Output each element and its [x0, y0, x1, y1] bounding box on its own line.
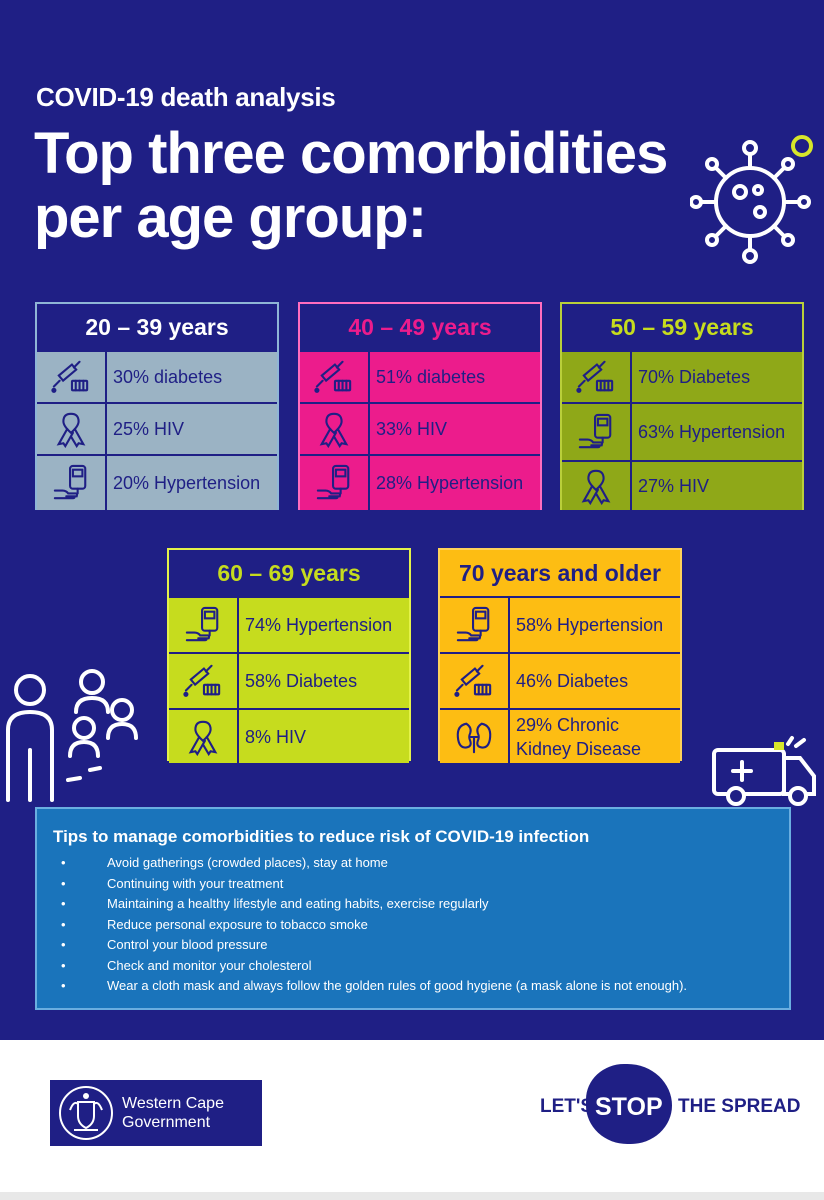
comorbidity-value: 20% Hypertension	[113, 473, 261, 493]
slogan-spread: THE SPREAD	[678, 1096, 801, 1117]
list-item: Control your blood pressure	[53, 935, 687, 956]
list-item: Avoid gatherings (crowded places), stay …	[53, 853, 687, 874]
blood-pressure-icon	[562, 404, 632, 460]
list-item: Continuing with your treatment	[53, 874, 687, 895]
blood-pressure-icon	[37, 456, 107, 510]
ribbon-icon	[300, 404, 370, 454]
tips-title: Tips to manage comorbidities to reduce r…	[53, 827, 590, 846]
comorbidity-row: 51% diabetes	[300, 350, 540, 402]
subtitle: COVID-19 death analysis	[36, 82, 336, 112]
comorbidity-row: 30% diabetes	[37, 350, 277, 402]
comorbidity-row: 33% HIV	[300, 402, 540, 454]
list-item: Maintaining a healthy lifestyle and eati…	[53, 894, 687, 915]
comorbidity-value: 51% diabetes	[376, 367, 486, 387]
age-group-label: 60 – 69 years	[169, 550, 409, 596]
blood-pressure-icon	[300, 456, 370, 510]
blood-pressure-icon	[440, 598, 510, 652]
age-group-label: 40 – 49 years	[300, 304, 540, 350]
tips-panel: Tips to manage comorbidities to reduce r…	[35, 807, 791, 1010]
comorbidity-row: 74% Hypertension	[169, 596, 409, 652]
western-cape-logo: Western Cape Government	[50, 1080, 262, 1146]
age-group-label: 20 – 39 years	[37, 304, 277, 350]
list-item: Wear a cloth mask and always follow the …	[53, 976, 687, 997]
comorbidity-value: 74% Hypertension	[245, 615, 393, 635]
stop-badge	[586, 1064, 672, 1144]
age-group-label: 50 – 59 years	[562, 304, 802, 350]
comorbidity-value: 33% HIV	[376, 419, 448, 439]
tips-list: Avoid gatherings (crowded places), stay …	[53, 853, 687, 997]
comorbidity-value: 28% Hypertension	[376, 473, 524, 493]
comorbidity-value: 70% Diabetes	[638, 367, 751, 387]
people-icon	[6, 669, 138, 802]
comorbidity-row: 25% HIV	[37, 402, 277, 454]
org-name-line1: Western Cape	[122, 1095, 224, 1112]
comorbidity-value: 27% HIV	[638, 476, 710, 496]
ribbon-icon	[37, 404, 107, 454]
coat-of-arms-icon	[59, 1086, 113, 1140]
comorbidity-row: 27% HIV	[562, 460, 802, 510]
blood-pressure-icon	[169, 598, 239, 652]
list-item: Reduce personal exposure to tobacco smok…	[53, 915, 687, 936]
age-group-label: 70 years and older	[440, 550, 680, 596]
org-name: Western Cape Government	[122, 1094, 224, 1132]
syringe-icon	[300, 352, 370, 402]
syringe-icon	[169, 654, 239, 708]
syringe-icon	[440, 654, 510, 708]
bottom-strip	[0, 1192, 824, 1200]
age-group-card: 40 – 49 years 51% diabetes 33% HIV 28% Hype…	[298, 302, 542, 510]
kidney-icon	[440, 710, 510, 763]
age-group-card: 70 years and older 58% Hypertension 46% Di…	[438, 548, 682, 763]
comorbidity-row: 20% Hypertension	[37, 454, 277, 510]
comorbidity-row: 63% Hypertension	[562, 402, 802, 460]
slogan-lets: LET'S	[540, 1096, 594, 1117]
comorbidity-row: 70% Diabetes	[562, 350, 802, 402]
comorbidity-row: 58% Diabetes	[169, 652, 409, 708]
ambulance-icon	[712, 736, 816, 806]
slogan-stop: STOP	[595, 1093, 663, 1121]
comorbidity-row: 28% Hypertension	[300, 454, 540, 510]
comorbidity-value: 58% Hypertension	[516, 615, 664, 635]
comorbidity-row: 29% Chronic Kidney Disease	[440, 708, 680, 763]
comorbidity-value: 58% Diabetes	[245, 671, 358, 691]
syringe-icon	[562, 352, 632, 402]
syringe-icon	[37, 352, 107, 402]
comorbidity-value: 46% Diabetes	[516, 671, 629, 691]
list-item: Check and monitor your cholesterol	[53, 956, 687, 977]
age-group-card: 20 – 39 years 30% diabetes 25% HIV 20% Hype…	[35, 302, 279, 510]
ribbon-icon	[169, 710, 239, 763]
age-group-card: 60 – 69 years 74% Hypertension 58% Diabete…	[167, 548, 411, 763]
org-name-line2: Government	[122, 1114, 211, 1131]
comorbidity-row: 8% HIV	[169, 708, 409, 763]
comorbidity-value: 29% Chronic Kidney Disease	[516, 714, 642, 759]
comorbidity-row: 46% Diabetes	[440, 652, 680, 708]
comorbidity-value: 63% Hypertension	[638, 422, 786, 442]
page-title: Top three comorbidities per age group:	[34, 121, 668, 250]
comorbidity-value: 25% HIV	[113, 419, 185, 439]
comorbidity-value: 8% HIV	[245, 726, 307, 747]
virus-icon	[690, 135, 813, 264]
comorbidity-row: 58% Hypertension	[440, 596, 680, 652]
poster: COVID-19 death analysis Top three comorb…	[0, 0, 824, 1040]
ribbon-icon	[562, 462, 632, 510]
comorbidity-value: 30% diabetes	[113, 367, 223, 387]
age-group-card: 50 – 59 years 70% Diabetes 63% Hypertensio…	[560, 302, 804, 510]
